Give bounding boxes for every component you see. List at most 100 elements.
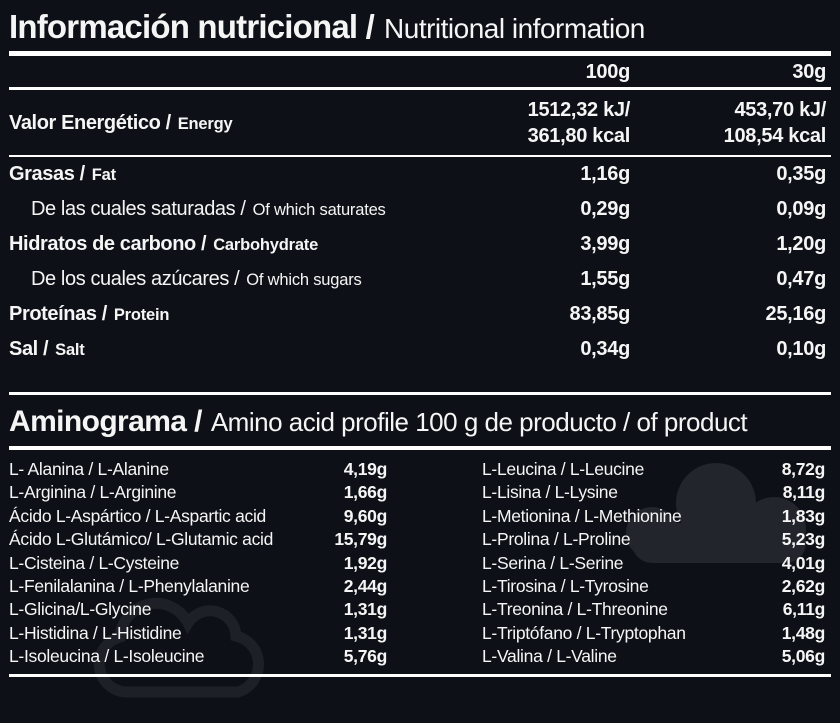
amino-label: L-Arginina / L-Arginine bbox=[9, 482, 177, 503]
amino-label: L-Prolina / L-Proline bbox=[482, 529, 631, 550]
amino-row-serine: L-Serina / L-Serine 4,01g bbox=[482, 553, 825, 576]
energy-100g-kcal: 361,80 kcal bbox=[527, 125, 631, 147]
amino-value: 4,01g bbox=[781, 552, 826, 573]
row-label: Grasas / Fat bbox=[9, 163, 385, 186]
row-value-30g: 0,10g bbox=[776, 338, 826, 360]
row-label: Valor Energético / Energy bbox=[9, 112, 385, 135]
row-value-30g: 0,35g bbox=[776, 163, 826, 185]
row-value-100g: 3,99g bbox=[580, 233, 630, 255]
amino-row-valine: L-Valina / L-Valine 5,06g bbox=[482, 646, 825, 669]
row-label-en: Salt bbox=[55, 341, 85, 359]
row-value-30g: 0,09g bbox=[776, 198, 826, 220]
amino-value: 1,92g bbox=[343, 552, 388, 573]
nutrition-row-saturates: De las cuales saturadas / Of which satur… bbox=[9, 192, 831, 227]
row-label-es: Valor Energético / bbox=[9, 111, 171, 134]
nutrition-row-energy: Valor Energético / Energy 1512,32 kJ/ 36… bbox=[9, 90, 831, 155]
page-title-es: Información nutricional / bbox=[9, 8, 375, 45]
row-label-en: Of which saturates bbox=[252, 201, 386, 219]
amino-label: L-Metionina / L-Methionine bbox=[482, 505, 682, 526]
amino-label: L-Glicina/L-Glycine bbox=[9, 599, 152, 620]
row-label: De las cuales saturadas / Of which satur… bbox=[9, 198, 386, 221]
amino-row-histidine: L-Histidina / L-Histidine 1,31g bbox=[9, 623, 387, 646]
amino-row-proline: L-Prolina / L-Proline 5,23g bbox=[482, 529, 825, 552]
row-value-100g: 0,29g bbox=[580, 198, 630, 220]
aminogram-title-en: Amino acid profile 100 g de producto / o… bbox=[210, 407, 748, 437]
amino-value: 15,79g bbox=[334, 529, 387, 550]
row-label-en: Energy bbox=[177, 114, 233, 133]
aminogram-title-es: Aminograma / bbox=[9, 405, 202, 438]
cloud-watermark-outline-icon bbox=[93, 597, 264, 698]
aminogram-table: L- Alanina / L-Alanine 4,19g L-Arginina … bbox=[9, 450, 831, 674]
amino-row-glycine: L-Glicina/L-Glycine 1,31g bbox=[9, 599, 387, 622]
row-label-en: Of which sugars bbox=[246, 271, 362, 289]
row-label-en: Protein bbox=[113, 306, 170, 324]
row-value-100g: 1512,32 kJ/ 361,80 kcal bbox=[385, 97, 631, 149]
row-value-100g: 0,34g bbox=[580, 338, 630, 360]
row-label-en: Fat bbox=[91, 166, 116, 184]
amino-label: L- Alanina / L-Alanine bbox=[9, 459, 169, 479]
row-label: De los cuales azúcares / Of which sugars bbox=[9, 268, 385, 291]
amino-label: L-Triptófano / L-Tryptophan bbox=[482, 622, 686, 643]
cloud-watermark-filled-icon bbox=[626, 463, 806, 563]
row-label-es: De las cuales saturadas / bbox=[31, 198, 246, 220]
amino-row-isoleucine: L-Isoleucina / L-Isoleucine 5,76g bbox=[9, 646, 387, 669]
amino-label: L-Fenilalanina / L-Phenylalanine bbox=[9, 575, 250, 596]
nutrition-row-fat: Grasas / Fat 1,16g 0,35g bbox=[9, 157, 831, 192]
amino-label: L-Leucina / L-Leucine bbox=[482, 459, 645, 479]
row-value-30g: 0,47g bbox=[776, 268, 826, 290]
amino-row-leucine: L-Leucina / L-Leucine 8,72g bbox=[482, 459, 825, 482]
nutrition-row-salt: Sal / Salt 0,34g 0,10g bbox=[9, 332, 831, 367]
amino-label: L-Serina / L-Serine bbox=[482, 552, 624, 573]
row-label-es: Sal / bbox=[9, 338, 49, 360]
amino-value: 2,44g bbox=[343, 575, 388, 596]
energy-100g-kj: 1512,32 kJ/ bbox=[527, 99, 631, 121]
amino-label: L-Lisina / L-Lysine bbox=[482, 482, 618, 503]
amino-row-aspartic-acid: Ácido L-Aspártico / L-Aspartic acid 9,60… bbox=[9, 506, 387, 529]
amino-value: 2,62g bbox=[781, 575, 826, 596]
row-value-30g: 25,16g bbox=[765, 303, 827, 325]
amino-value: 1,31g bbox=[343, 599, 388, 620]
amino-row-tyrosine: L-Tirosina / L-Tyrosine 2,62g bbox=[482, 576, 825, 599]
amino-row-alanine: L- Alanina / L-Alanine 4,19g bbox=[9, 459, 387, 482]
amino-value: 6,11g bbox=[782, 599, 826, 620]
amino-row-tryptophan: L-Triptófano / L-Tryptophan 1,48g bbox=[482, 623, 825, 646]
row-label-en: Carbohydrate bbox=[213, 236, 319, 254]
row-value-100g: 83,85g bbox=[569, 303, 631, 325]
amino-label: L-Tirosina / L-Tyrosine bbox=[482, 575, 649, 596]
page-title-en: Nutritional information bbox=[384, 13, 645, 44]
nutrition-row-sugars: De los cuales azúcares / Of which sugars… bbox=[9, 262, 831, 297]
row-label-es: Proteínas / bbox=[9, 303, 107, 325]
bottom-divider bbox=[9, 673, 831, 677]
amino-row-cysteine: L-Cisteina / L-Cysteine 1,92g bbox=[9, 553, 387, 576]
column-header-30g: 30g bbox=[792, 61, 826, 83]
nutrition-column-headers: 100g 30g bbox=[9, 56, 831, 87]
aminogram-title-divider bbox=[9, 446, 831, 450]
amino-label: L-Cisteina / L-Cysteine bbox=[9, 552, 180, 573]
amino-row-threonine: L-Treonina / L-Threonine 6,11g bbox=[482, 599, 825, 622]
row-label: Sal / Salt bbox=[9, 338, 385, 361]
row-value-100g: 1,55g bbox=[580, 268, 630, 290]
section-gap bbox=[9, 367, 831, 392]
title-divider bbox=[9, 51, 831, 56]
amino-value: 8,72g bbox=[781, 459, 826, 479]
row-value-100g: 1,16g bbox=[580, 163, 630, 185]
amino-row-arginine: L-Arginina / L-Arginine 1,66g bbox=[9, 482, 387, 505]
amino-value: 1,31g bbox=[343, 622, 388, 643]
nutrition-label-page: { "theme": { "background": "#0d1016", "t… bbox=[9, 8, 831, 698]
row-value-30g: 1,20g bbox=[776, 233, 826, 255]
amino-label: L-Treonina / L-Threonine bbox=[482, 599, 668, 620]
amino-label: L-Isoleucina / L-Isoleucine bbox=[9, 646, 205, 667]
nutrition-row-protein: Proteínas / Protein 83,85g 25,16g bbox=[9, 297, 831, 332]
amino-value: 8,11g bbox=[782, 482, 826, 503]
energy-divider bbox=[9, 155, 831, 157]
aminogram-title: Aminograma / Amino acid profile 100 g de… bbox=[9, 405, 831, 439]
amino-row-lysine: L-Lisina / L-Lysine 8,11g bbox=[482, 482, 825, 505]
amino-label: L-Histidina / L-Histidine bbox=[9, 622, 182, 643]
row-label: Proteínas / Protein bbox=[9, 303, 385, 326]
aminogram-top-divider bbox=[9, 392, 831, 395]
amino-value: 1,83g bbox=[781, 505, 826, 526]
amino-row-phenylalanine: L-Fenilalanina / L-Phenylalanine 2,44g bbox=[9, 576, 387, 599]
column-header-100g: 100g bbox=[585, 61, 631, 83]
amino-value: 1,66g bbox=[343, 482, 388, 503]
row-label-es: De los cuales azúcares / bbox=[31, 268, 240, 290]
